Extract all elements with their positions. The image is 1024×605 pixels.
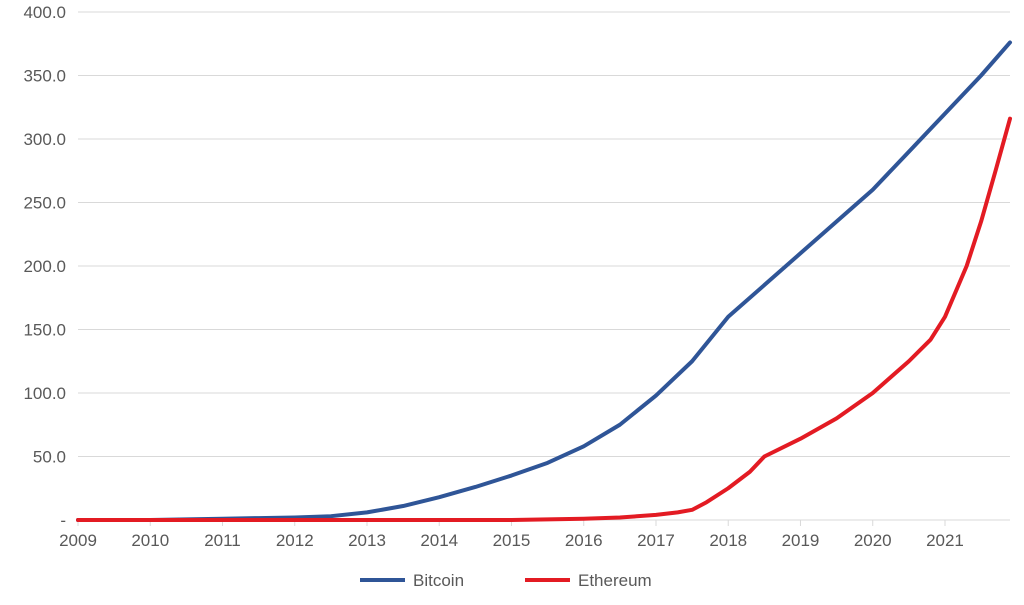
- legend-label-ethereum: Ethereum: [578, 571, 652, 590]
- x-tick-label: 2010: [131, 531, 169, 550]
- chart-svg: - 50.0 100.0 150.0 200.0 250.0 300.0 350.0 400.0…: [0, 0, 1024, 605]
- x-tick-label: 2009: [59, 531, 97, 550]
- x-tick-label: 2018: [709, 531, 747, 550]
- x-tick-label: 2012: [276, 531, 314, 550]
- x-tick-label: 2020: [854, 531, 892, 550]
- y-tick-label: 300.0: [23, 130, 66, 149]
- y-tick-label: 250.0: [23, 194, 66, 213]
- legend-label-bitcoin: Bitcoin: [413, 571, 464, 590]
- y-tick-label: 400.0: [23, 3, 66, 22]
- x-tick-label: 2013: [348, 531, 386, 550]
- y-tick-label: 50.0: [33, 448, 66, 467]
- x-tick-label: 2017: [637, 531, 675, 550]
- x-tick-label: 2021: [926, 531, 964, 550]
- y-tick-label: -: [60, 511, 66, 530]
- x-tick-label: 2011: [204, 531, 241, 550]
- y-tick-label: 200.0: [23, 257, 66, 276]
- y-tick-label: 100.0: [23, 384, 66, 403]
- line-chart: - 50.0 100.0 150.0 200.0 250.0 300.0 350.0 400.0…: [0, 0, 1024, 605]
- chart-background: [0, 0, 1024, 605]
- y-tick-label: 350.0: [23, 67, 66, 86]
- x-tick-label: 2015: [493, 531, 531, 550]
- x-tick-label: 2014: [420, 531, 458, 550]
- x-tick-label: 2019: [782, 531, 820, 550]
- x-tick-label: 2016: [565, 531, 603, 550]
- y-tick-label: 150.0: [23, 321, 66, 340]
